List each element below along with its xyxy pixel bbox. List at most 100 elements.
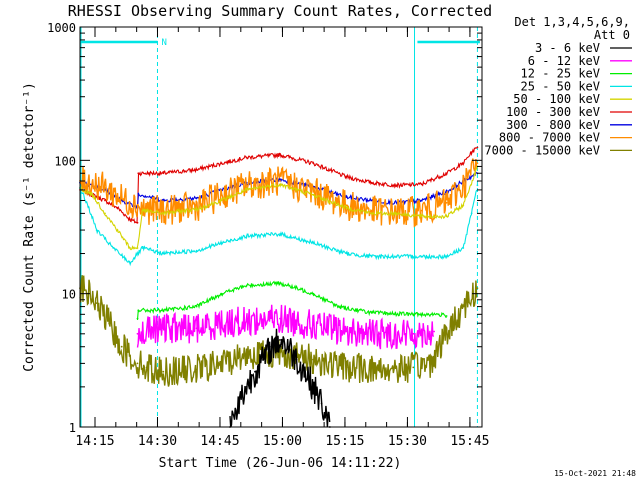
data-point [129, 218, 131, 221]
data-point [337, 305, 340, 308]
footer-date: 15-Oct-2021 21:48 [554, 469, 636, 478]
data-point [162, 327, 165, 330]
data-point [195, 208, 198, 211]
data-point [195, 168, 198, 171]
data-point [129, 247, 131, 249]
data-point [476, 184, 479, 187]
data-point [420, 199, 423, 202]
data-point [220, 322, 223, 325]
data-point [162, 172, 165, 175]
data-point [104, 212, 106, 215]
data-point [220, 162, 223, 165]
data-point [162, 309, 165, 312]
data-point [433, 330, 435, 333]
y-tick-label: 1 [69, 421, 76, 435]
y-tick-label: 1000 [47, 21, 76, 35]
data-point [136, 362, 139, 365]
data-point [245, 189, 248, 191]
data-point [195, 305, 198, 308]
legend-label: 7000 - 15000 keV [484, 143, 600, 157]
data-point [136, 247, 139, 249]
data-point [145, 366, 148, 369]
series-12-25-kev [136, 280, 448, 320]
data-point [162, 209, 165, 212]
data-point [320, 402, 323, 405]
data-point [470, 212, 473, 215]
legend-header-line-2: Att 0 [594, 28, 630, 42]
legend-label: 3 - 6 keV [535, 41, 600, 55]
data-point [312, 386, 315, 388]
data-point [412, 332, 415, 335]
data-point [312, 242, 315, 244]
data-point [395, 184, 398, 187]
x-tick-label: 14:45 [200, 434, 239, 449]
data-point [445, 255, 448, 258]
data-point [445, 201, 448, 204]
data-point [91, 194, 94, 196]
data-point [220, 242, 223, 244]
data-point [279, 183, 281, 186]
series-line [79, 188, 478, 267]
data-point [395, 212, 398, 215]
data-point [462, 162, 465, 165]
x-tick-label: 15:00 [263, 434, 302, 449]
data-point [195, 197, 198, 200]
data-point [287, 345, 290, 348]
plot-area: N [79, 27, 480, 428]
series-50-100-kev [79, 165, 479, 251]
data-point [476, 146, 479, 149]
data-point [462, 247, 465, 249]
data-point [304, 370, 306, 373]
data-point [312, 191, 315, 193]
data-point [445, 215, 448, 218]
data-point [445, 332, 448, 335]
night-marker-label: N [161, 38, 166, 48]
series-line [79, 158, 478, 228]
data-point [116, 207, 119, 209]
data-point [345, 176, 348, 178]
series-line [136, 280, 447, 320]
data-point [141, 209, 144, 212]
data-point [245, 156, 248, 159]
data-point [279, 153, 281, 156]
series-line [136, 304, 435, 350]
series-6-12-kev [136, 304, 435, 350]
data-point [104, 187, 106, 189]
data-point [195, 327, 198, 330]
legend-label: 50 - 100 keV [513, 92, 600, 106]
data-point [370, 212, 373, 215]
data-point [379, 368, 381, 371]
data-point [370, 209, 373, 212]
data-point [279, 351, 281, 354]
data-point [395, 255, 398, 258]
legend-label: 800 - 7000 keV [499, 131, 600, 145]
data-point [95, 302, 98, 304]
x-tick-label: 15:30 [388, 434, 427, 449]
legend-label: 100 - 300 keV [506, 105, 600, 119]
data-point [370, 311, 373, 314]
data-point [195, 249, 198, 252]
data-point [437, 313, 440, 316]
data-point [137, 309, 140, 312]
data-point [162, 252, 165, 255]
data-point [95, 229, 98, 232]
data-point [345, 196, 348, 199]
data-point [462, 184, 465, 187]
data-point [420, 209, 423, 212]
data-point [245, 320, 248, 323]
data-point [108, 322, 111, 325]
x-tick-label: 15:15 [325, 434, 364, 449]
series-line [79, 166, 478, 251]
data-point [420, 255, 423, 258]
data-point [379, 332, 381, 335]
data-point [470, 151, 473, 154]
data-point [270, 345, 273, 348]
data-point [462, 204, 465, 207]
data-point [136, 332, 139, 335]
x-tick-label: 14:15 [75, 434, 114, 449]
data-point [137, 193, 140, 195]
data-point [220, 362, 223, 365]
data-point [312, 162, 315, 165]
